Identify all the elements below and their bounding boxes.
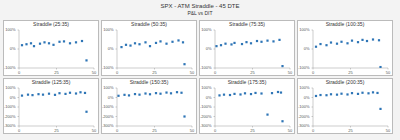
html-text:SPX - ATM Straddle - 45 DTE: SPX - ATM Straddle - 45 DTE (160, 3, 240, 9)
html-text:Straddle (150:35): Straddle (150:35) (129, 79, 169, 85)
svg-text:-300%: -300% (200, 123, 212, 128)
html-text:Straddle (125:35): Straddle (125:35) (31, 79, 71, 85)
svg-text:0: 0 (18, 70, 21, 75)
svg-text:-100%: -100% (200, 104, 212, 109)
svg-text:100%: 100% (201, 27, 212, 32)
svg-text:0%: 0% (206, 46, 212, 51)
svg-text:-300%: -300% (102, 123, 114, 128)
svg-text:-100%: -100% (102, 65, 114, 70)
svg-text:-100%: -100% (200, 65, 212, 70)
html-text:Straddle (25:35): Straddle (25:35) (33, 21, 69, 27)
svg-text:25: 25 (152, 70, 157, 75)
svg-text:50: 50 (288, 70, 293, 75)
svg-text:0%: 0% (108, 95, 114, 100)
svg-text:50: 50 (386, 70, 391, 75)
html-text:Straddle (75:35): Straddle (75:35) (229, 21, 265, 27)
html-text:P&L vs DIT: P&L vs DIT (187, 10, 213, 16)
svg-text:-200%: -200% (102, 114, 114, 119)
svg-text:25: 25 (250, 70, 255, 75)
html-text:Straddle (100:35): Straddle (100:35) (325, 21, 365, 27)
svg-text:100%: 100% (103, 85, 114, 90)
svg-text:25: 25 (250, 128, 255, 133)
svg-text:0%: 0% (108, 46, 114, 51)
svg-text:-300%: -300% (298, 123, 310, 128)
svg-text:25: 25 (54, 128, 59, 133)
html-text:Straddle (200:35): Straddle (200:35) (325, 79, 365, 85)
svg-text:0: 0 (312, 128, 315, 133)
svg-text:0: 0 (116, 128, 119, 133)
svg-text:100%: 100% (8, 27, 16, 32)
svg-text:-200%: -200% (8, 114, 16, 119)
svg-text:0: 0 (116, 70, 119, 75)
svg-text:-200%: -200% (200, 114, 212, 119)
svg-text:100%: 100% (8, 85, 16, 90)
svg-text:100%: 100% (201, 85, 212, 90)
svg-text:0%: 0% (304, 95, 310, 100)
svg-text:100%: 100% (299, 85, 310, 90)
svg-text:0%: 0% (304, 46, 310, 51)
svg-text:-100%: -100% (298, 65, 310, 70)
svg-text:0: 0 (214, 70, 217, 75)
svg-text:50: 50 (288, 128, 293, 133)
svg-text:-300%: -300% (8, 123, 16, 128)
svg-text:0%: 0% (10, 95, 16, 100)
svg-text:100%: 100% (103, 27, 114, 32)
svg-text:25: 25 (152, 128, 157, 133)
svg-text:25: 25 (348, 70, 353, 75)
svg-text:25: 25 (348, 128, 353, 133)
svg-text:-100%: -100% (298, 104, 310, 109)
svg-text:25: 25 (54, 70, 59, 75)
svg-text:-100%: -100% (8, 104, 16, 109)
svg-text:0: 0 (18, 128, 21, 133)
svg-text:50: 50 (92, 128, 97, 133)
svg-text:50: 50 (92, 70, 97, 75)
svg-text:50: 50 (190, 128, 195, 133)
svg-text:50: 50 (190, 70, 195, 75)
svg-text:100%: 100% (299, 27, 310, 32)
svg-text:50: 50 (386, 128, 391, 133)
svg-text:0%: 0% (206, 95, 212, 100)
svg-text:0: 0 (214, 128, 217, 133)
svg-text:-200%: -200% (298, 114, 310, 119)
html-text:Straddle (175:35): Straddle (175:35) (227, 79, 267, 85)
svg-text:-100%: -100% (102, 104, 114, 109)
svg-text:-100%: -100% (8, 65, 16, 70)
svg-text:0: 0 (312, 70, 315, 75)
svg-text:0%: 0% (10, 46, 16, 51)
html-text:Straddle (50:35): Straddle (50:35) (131, 21, 167, 27)
